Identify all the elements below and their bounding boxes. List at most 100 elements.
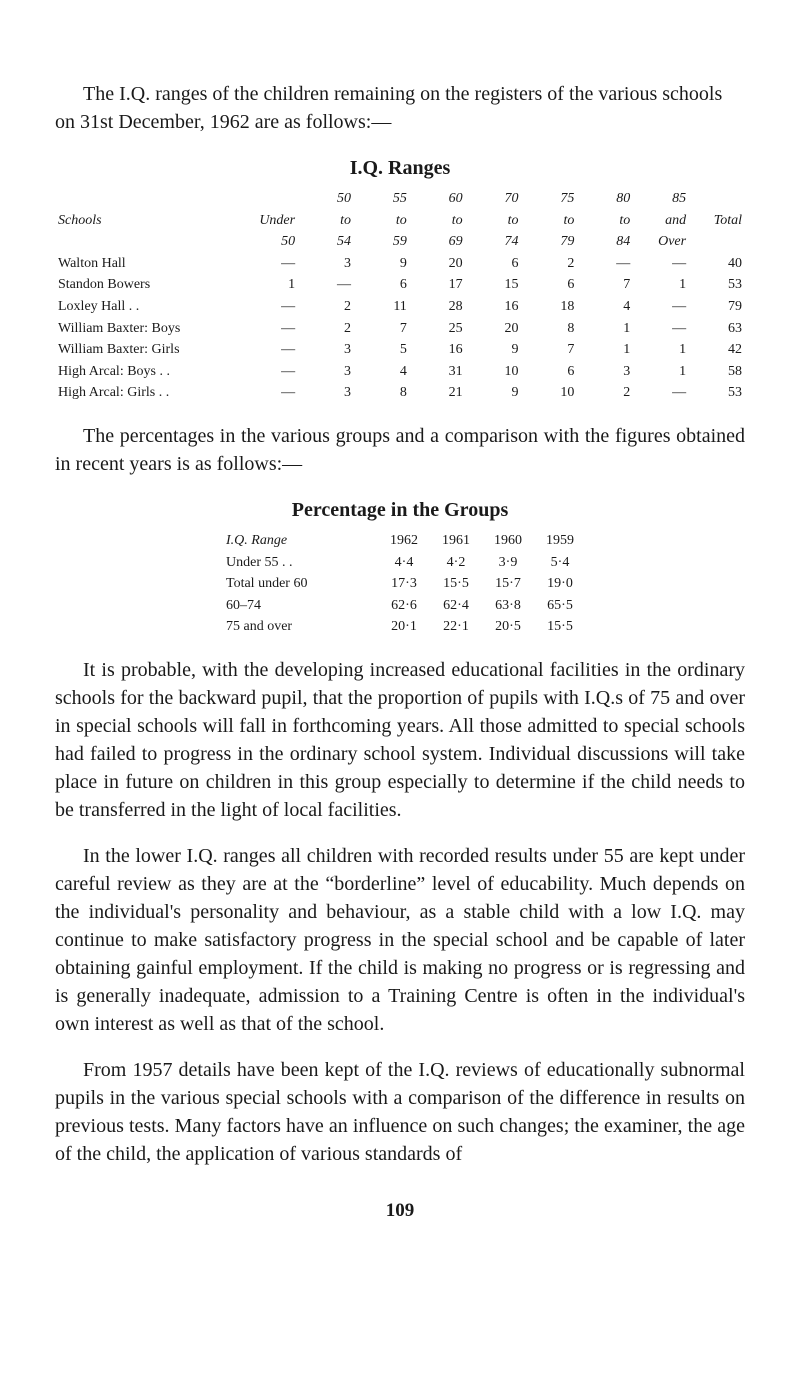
table-cell: 58 — [689, 361, 745, 383]
pct-header-1959: 1959 — [534, 530, 586, 552]
table-cell: — — [633, 296, 689, 318]
table-cell: 22·1 — [430, 616, 482, 638]
table-cell: 15·7 — [482, 573, 534, 595]
table-cell: 10 — [522, 382, 578, 404]
table-cell: 20·1 — [378, 616, 430, 638]
table-cell: 3·9 — [482, 552, 534, 574]
table-cell: 8 — [354, 382, 410, 404]
table-cell: 16 — [410, 339, 466, 361]
table-cell: 3 — [298, 339, 354, 361]
table-cell: 42 — [689, 339, 745, 361]
table-cell: 18 — [522, 296, 578, 318]
col-85: 85 — [633, 188, 689, 210]
header-schools: Schools — [55, 210, 242, 232]
table-cell: — — [242, 382, 298, 404]
table1-header-row2: Schools Under to to to to to to and Tota… — [55, 210, 745, 232]
table-cell: — — [242, 318, 298, 340]
para-2: In the lower I.Q. ranges all children wi… — [55, 842, 745, 1038]
table-cell: 10 — [466, 361, 522, 383]
table-row: High Arcal: Girls . .—38219102—53 — [55, 382, 745, 404]
para-1: It is probable, with the developing incr… — [55, 656, 745, 824]
col-80: 80 — [577, 188, 633, 210]
table-cell: 15 — [466, 274, 522, 296]
table-cell: 1 — [577, 339, 633, 361]
col-70: 70 — [466, 188, 522, 210]
table-cell: — — [633, 382, 689, 404]
mid-paragraph: The percentages in the various groups an… — [55, 422, 745, 478]
table-cell: 53 — [689, 382, 745, 404]
pct-row-label: Total under 60 — [214, 573, 378, 595]
table-row: High Arcal: Boys . .—34311063158 — [55, 361, 745, 383]
table-cell: 65·5 — [534, 595, 586, 617]
table-cell: 1 — [633, 361, 689, 383]
table-cell: 4 — [354, 361, 410, 383]
table-cell: 17 — [410, 274, 466, 296]
table-cell: 20 — [466, 318, 522, 340]
table-cell: 1 — [633, 339, 689, 361]
table-cell: 2 — [577, 382, 633, 404]
table2-header: I.Q. Range 1962 1961 1960 1959 — [214, 530, 586, 552]
header-total: Total — [689, 210, 745, 232]
table-cell: 2 — [522, 253, 578, 275]
school-name-cell: William Baxter: Girls — [55, 339, 242, 361]
table-cell: 4·2 — [430, 552, 482, 574]
table-cell: — — [242, 361, 298, 383]
table-cell: 3 — [577, 361, 633, 383]
table-cell: 1 — [242, 274, 298, 296]
table-row: Standon Bowers1—6171567153 — [55, 274, 745, 296]
table-cell: — — [242, 339, 298, 361]
table-cell: 1 — [633, 274, 689, 296]
table-row: 60–7462·662·463·865·5 — [214, 595, 586, 617]
pct-row-label: 60–74 — [214, 595, 378, 617]
table-cell: 1 — [577, 318, 633, 340]
school-name-cell: William Baxter: Boys — [55, 318, 242, 340]
table-cell: 53 — [689, 274, 745, 296]
table-cell: 7 — [354, 318, 410, 340]
table-cell: 15·5 — [534, 616, 586, 638]
intro-paragraph: The I.Q. ranges of the children remainin… — [55, 80, 745, 136]
table-cell: 3 — [298, 361, 354, 383]
school-name-cell: Loxley Hall . . — [55, 296, 242, 318]
table-cell: 21 — [410, 382, 466, 404]
table-cell: 11 — [354, 296, 410, 318]
table-cell: 9 — [466, 382, 522, 404]
table-row: Walton Hall—392062——40 — [55, 253, 745, 275]
percentage-table: I.Q. Range 1962 1961 1960 1959 Under 55 … — [214, 530, 586, 638]
school-name-cell: High Arcal: Boys . . — [55, 361, 242, 383]
table-cell: 79 — [689, 296, 745, 318]
pct-header-1961: 1961 — [430, 530, 482, 552]
table-row: 75 and over20·122·120·515·5 — [214, 616, 586, 638]
header-under: Under — [242, 210, 298, 232]
table-cell: 4·4 — [378, 552, 430, 574]
pct-row-label: 75 and over — [214, 616, 378, 638]
table-cell: 9 — [466, 339, 522, 361]
pct-header-range: I.Q. Range — [214, 530, 378, 552]
table-cell: 63·8 — [482, 595, 534, 617]
table-cell: 6 — [466, 253, 522, 275]
table1-title: I.Q. Ranges — [55, 154, 745, 182]
table-cell: — — [242, 296, 298, 318]
table-cell: 2 — [298, 318, 354, 340]
table-cell: 20·5 — [482, 616, 534, 638]
table-cell: 9 — [354, 253, 410, 275]
col-60: 60 — [410, 188, 466, 210]
table-row: Loxley Hall . .—2112816184—79 — [55, 296, 745, 318]
table-cell: 25 — [410, 318, 466, 340]
table-cell: 2 — [298, 296, 354, 318]
table-cell: 15·5 — [430, 573, 482, 595]
table-cell: — — [298, 274, 354, 296]
table-cell: 3 — [298, 382, 354, 404]
table-cell: 40 — [689, 253, 745, 275]
table2-title: Percentage in the Groups — [55, 496, 745, 524]
table1-header-row3: 50 54 59 69 74 79 84 Over — [55, 231, 745, 253]
table-cell: 4 — [577, 296, 633, 318]
table-cell: 17·3 — [378, 573, 430, 595]
table-cell: — — [633, 318, 689, 340]
table2-body: Under 55 . .4·44·23·95·4Total under 6017… — [214, 552, 586, 638]
school-name-cell: Standon Bowers — [55, 274, 242, 296]
table-cell: 8 — [522, 318, 578, 340]
table-row: Total under 6017·315·515·719·0 — [214, 573, 586, 595]
table-cell: 63 — [689, 318, 745, 340]
pct-row-label: Under 55 . . — [214, 552, 378, 574]
table1-header-row1: 50 55 60 70 75 80 85 — [55, 188, 745, 210]
